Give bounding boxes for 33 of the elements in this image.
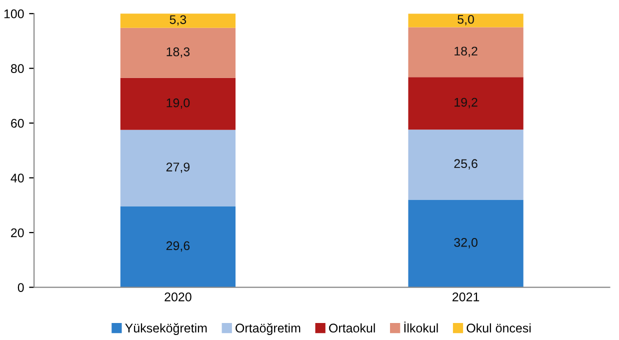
bar bbox=[120, 14, 236, 28]
legend-label: Ortaokul bbox=[329, 323, 375, 333]
bar bbox=[408, 27, 524, 78]
bar bbox=[408, 130, 524, 200]
bar bbox=[120, 130, 236, 206]
legend-label: Yükseköğretim bbox=[125, 323, 207, 335]
bar bbox=[408, 200, 524, 288]
data-label: 32,0 bbox=[454, 238, 478, 248]
data-label: 5,0 bbox=[458, 14, 474, 26]
bar bbox=[120, 206, 236, 288]
y-tick-label: 80 bbox=[10, 64, 24, 73]
data-label: 29,6 bbox=[166, 241, 190, 252]
bar bbox=[408, 14, 524, 28]
y-tick-label: 40 bbox=[10, 174, 24, 182]
legend-label: Okul öncesi bbox=[466, 323, 531, 333]
y-tick-label: 20 bbox=[11, 228, 24, 238]
data-label: 18,2 bbox=[454, 46, 478, 58]
x-tick-label: 2021 bbox=[452, 292, 480, 302]
data-label: 5,3 bbox=[170, 15, 186, 26]
x-tick-label: 2020 bbox=[164, 292, 192, 302]
y-tick-label: 60 bbox=[11, 118, 24, 128]
bar bbox=[120, 78, 236, 130]
bar bbox=[408, 77, 524, 130]
y-tick-label: 0 bbox=[18, 283, 24, 292]
data-label: 18,3 bbox=[166, 47, 190, 58]
data-label: 27,9 bbox=[166, 162, 190, 173]
data-label: 19,0 bbox=[166, 98, 190, 109]
y-tick-label: 100 bbox=[4, 9, 24, 18]
data-label: 19,2 bbox=[454, 98, 478, 108]
data-label: 25,6 bbox=[454, 159, 478, 170]
legend-label: İlkokul bbox=[404, 322, 438, 333]
legend-label: Ortaöğretim bbox=[236, 323, 300, 335]
bar bbox=[120, 28, 236, 78]
